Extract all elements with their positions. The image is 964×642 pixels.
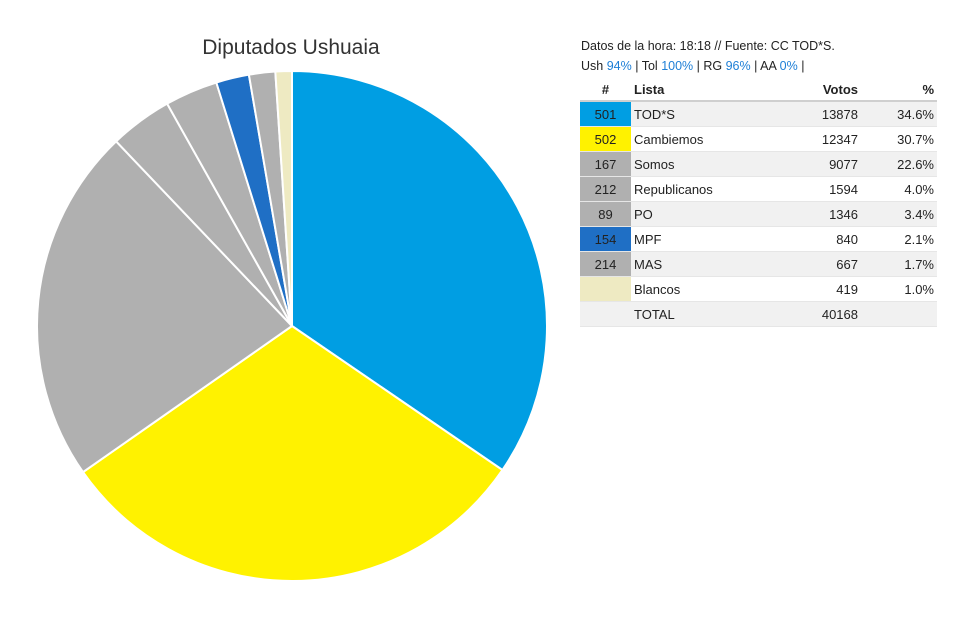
row-votos: 12347 — [775, 126, 861, 152]
region-percent: 94% — [606, 59, 632, 73]
header-num: # — [580, 78, 631, 102]
row-votos: 9077 — [775, 151, 861, 177]
row-lista: Somos — [631, 151, 775, 177]
region-percent: 100% — [661, 59, 694, 73]
region-label: Tol — [641, 59, 658, 73]
row-number: 89 — [580, 201, 631, 227]
row-number: 154 — [580, 226, 631, 252]
table-row: Blancos 419 1.0% — [580, 276, 937, 302]
info-line-source: Datos de la hora: 18:18 // Fuente: CC TO… — [581, 39, 835, 53]
row-number: 502 — [580, 126, 631, 152]
row-lista: MPF — [631, 226, 775, 252]
row-lista: MAS — [631, 251, 775, 277]
row-votos: 840 — [775, 226, 861, 252]
table-row: 89 PO 1346 3.4% — [580, 201, 937, 227]
region-label: AA — [760, 59, 777, 73]
row-pct: 34.6% — [861, 101, 937, 127]
pie-slice — [81, 324, 504, 582]
total-votos: 40168 — [775, 301, 861, 327]
row-lista: Republicanos — [631, 176, 775, 202]
row-lista: TOD*S — [631, 101, 775, 127]
row-pct: 3.4% — [861, 201, 937, 227]
row-number: 501 — [580, 101, 631, 127]
table-row: 501 TOD*S 13878 34.6% — [580, 101, 937, 127]
total-pct — [861, 301, 937, 327]
row-votos: 13878 — [775, 101, 861, 127]
row-pct: 22.6% — [861, 151, 937, 177]
table-total-row: TOTAL 40168 — [580, 301, 937, 327]
table-row: 502 Cambiemos 12347 30.7% — [580, 126, 937, 152]
row-lista: Cambiemos — [631, 126, 775, 152]
table-row: 167 Somos 9077 22.6% — [580, 151, 937, 177]
row-number — [580, 276, 631, 302]
region-percent: 0% — [779, 59, 798, 73]
row-pct: 2.1% — [861, 226, 937, 252]
row-number: 214 — [580, 251, 631, 277]
row-lista: Blancos — [631, 276, 775, 302]
row-pct: 1.7% — [861, 251, 937, 277]
row-votos: 419 — [775, 276, 861, 302]
info-line-regions: Ush 94% | Tol 100% | RG 96% | AA 0% | — [581, 59, 805, 73]
row-pct: 4.0% — [861, 176, 937, 202]
header-votos: Votos — [775, 78, 861, 102]
row-number: 212 — [580, 176, 631, 202]
pie-slice — [291, 69, 548, 472]
results-table: # Lista Votos % 501 TOD*S 13878 34.6% 502 Cam… — [580, 78, 937, 327]
pie-slice — [274, 69, 293, 327]
row-pct: 1.0% — [861, 276, 937, 302]
row-votos: 667 — [775, 251, 861, 277]
region-label: Ush — [581, 59, 604, 73]
table-row: 212 Republicanos 1594 4.0% — [580, 176, 937, 202]
row-votos: 1346 — [775, 201, 861, 227]
total-empty — [580, 301, 631, 327]
table-row: 214 MAS 667 1.7% — [580, 251, 937, 277]
table-row: 154 MPF 840 2.1% — [580, 226, 937, 252]
table-header-row: # Lista Votos % — [580, 78, 937, 102]
total-label: TOTAL — [631, 301, 775, 327]
row-votos: 1594 — [775, 176, 861, 202]
region-label: RG — [703, 59, 723, 73]
row-pct: 30.7% — [861, 126, 937, 152]
row-number: 167 — [580, 151, 631, 177]
header-lista: Lista — [631, 78, 775, 102]
pie-slice — [36, 139, 294, 474]
row-lista: PO — [631, 201, 775, 227]
header-pct: % — [861, 78, 937, 102]
chart-title: Diputados Ushuaia — [202, 36, 380, 59]
region-percent: 96% — [725, 59, 751, 73]
info-panel: Datos de la hora: 18:18 // Fuente: CC TO… — [581, 36, 835, 76]
